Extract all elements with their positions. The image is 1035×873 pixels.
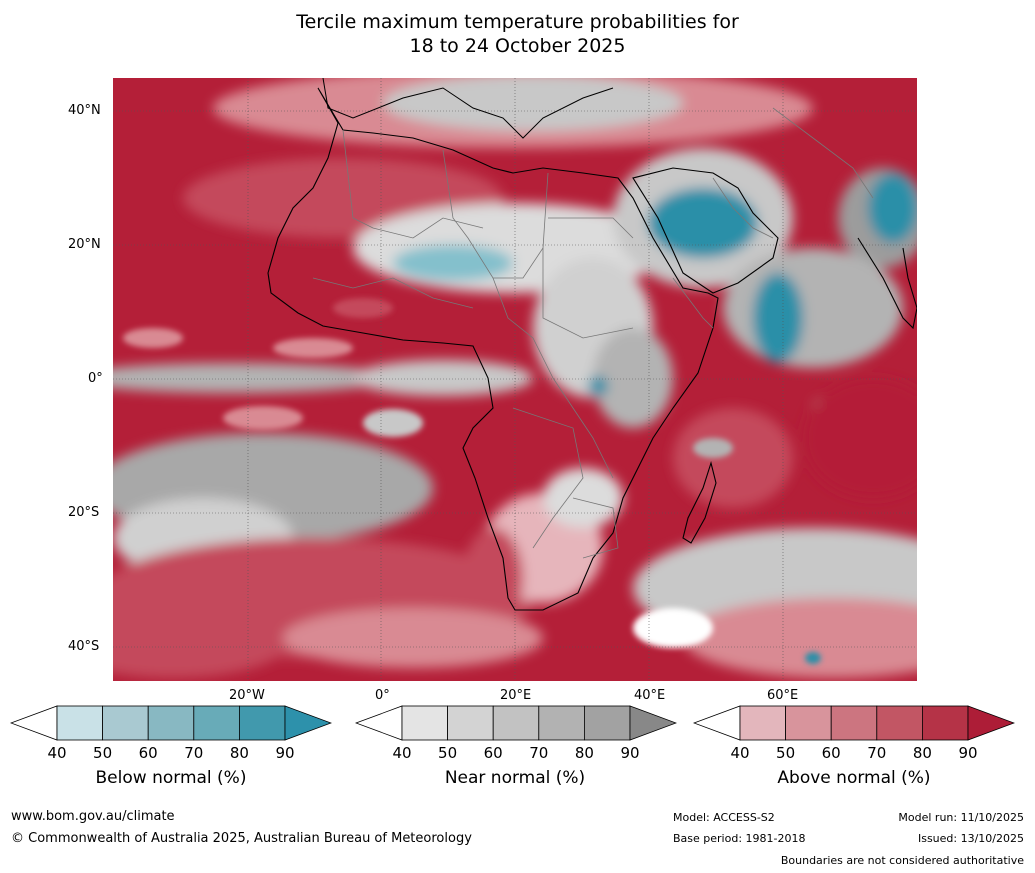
colorbar-below-segment	[147, 705, 195, 741]
colorbar-near-tick: 70	[529, 744, 549, 762]
lat-label-eq: 0°	[88, 371, 103, 386]
colorbar-near-segment	[492, 705, 540, 741]
colorbar-above-tick: 70	[867, 744, 887, 762]
colorbar-near-segment	[447, 705, 494, 741]
colorbar-below-tick: 80	[229, 744, 249, 762]
india-coastline	[857, 237, 917, 330]
colorbar-near-min-extend	[355, 705, 403, 741]
colorbar-above-max-extend	[967, 705, 1015, 741]
map-canvas	[113, 78, 917, 681]
map-title-line-2: 18 to 24 October 2025	[409, 35, 626, 57]
colorbar-below-min-extend	[10, 705, 58, 741]
colorbar-title-below: Below normal (%)	[95, 768, 247, 788]
colorbar-above-tick: 40	[730, 744, 750, 762]
colorbar-above-segment	[785, 705, 832, 741]
footer-issued: Issued: 13/10/2025	[917, 832, 1024, 845]
madagascar-coastline	[682, 460, 717, 544]
colorbar-below-normal	[10, 705, 332, 741]
colorbar-below-segment	[238, 705, 286, 741]
colorbar-above-segment	[876, 705, 923, 741]
colorbar-below-segment	[193, 705, 240, 741]
colorbar-above-normal	[693, 705, 1015, 741]
lon-label-0: 0°	[375, 688, 390, 703]
colorbar-below-tick: 50	[93, 744, 113, 762]
colorbar-below-segment	[56, 705, 103, 741]
colorbar-above-tick: 80	[912, 744, 932, 762]
colorbar-below-tick: 70	[184, 744, 204, 762]
colorbar-near-tick: 40	[392, 744, 412, 762]
colorbar-near-tick: 90	[620, 744, 640, 762]
colorbar-above-tick: 60	[821, 744, 841, 762]
country-borders	[312, 107, 874, 559]
colorbar-title-near: Near normal (%)	[444, 768, 586, 788]
colorbar-near-normal	[355, 705, 677, 741]
colorbar-title-above: Above normal (%)	[777, 768, 931, 788]
colorbar-near-tick: 80	[574, 744, 594, 762]
colorbar-near-segment	[583, 705, 631, 741]
arabia-coastline	[632, 167, 779, 294]
colorbar-near-segment	[538, 705, 585, 741]
colorbar-below-tick: 40	[47, 744, 67, 762]
colorbar-above-segment	[739, 705, 786, 741]
colorbar-above-segment	[921, 705, 969, 741]
africa-coastline	[267, 87, 719, 611]
footer-model: Model: ACCESS-S2	[673, 811, 775, 824]
colorbar-near-max-extend	[629, 705, 677, 741]
lat-label-40s: 40°S	[68, 639, 100, 654]
colorbar-near-tick: 60	[483, 744, 503, 762]
graticule	[113, 78, 917, 681]
lon-label-20w: 20°W	[229, 688, 265, 703]
colorbar-above-tick: 50	[776, 744, 796, 762]
footer-copyright: © Commonwealth of Australia 2025, Austra…	[11, 831, 472, 846]
footer-base-period: Base period: 1981-2018	[673, 832, 806, 845]
lon-label-40e: 40°E	[634, 688, 666, 703]
footer-disclaimer: Boundaries are not considered authoritat…	[780, 854, 1024, 867]
europe-coastline	[322, 78, 614, 139]
footer-model-run: Model run: 11/10/2025	[898, 811, 1024, 824]
footer-website: www.bom.gov.au/climate	[11, 809, 175, 824]
colorbar-above-tick: 90	[958, 744, 978, 762]
probability-map	[113, 78, 917, 681]
colorbar-above-min-extend	[693, 705, 741, 741]
colorbar-below-segment	[102, 705, 149, 741]
colorbar-near-segment	[401, 705, 448, 741]
speckle-fields	[123, 298, 821, 664]
lat-label-20n: 20°N	[68, 237, 101, 252]
lat-label-20s: 20°S	[68, 505, 100, 520]
lon-label-60e: 60°E	[767, 688, 799, 703]
colorbar-below-max-extend	[284, 705, 332, 741]
colorbar-below-tick: 90	[275, 744, 295, 762]
colorbar-near-tick: 50	[438, 744, 458, 762]
lon-label-20e: 20°E	[500, 688, 532, 703]
colorbar-below-tick: 60	[138, 744, 158, 762]
colorbar-above-segment	[830, 705, 878, 741]
map-title-line-1: Tercile maximum temperature probabilitie…	[296, 11, 739, 33]
probability-fields	[113, 78, 917, 678]
lat-label-40n: 40°N	[68, 103, 101, 118]
